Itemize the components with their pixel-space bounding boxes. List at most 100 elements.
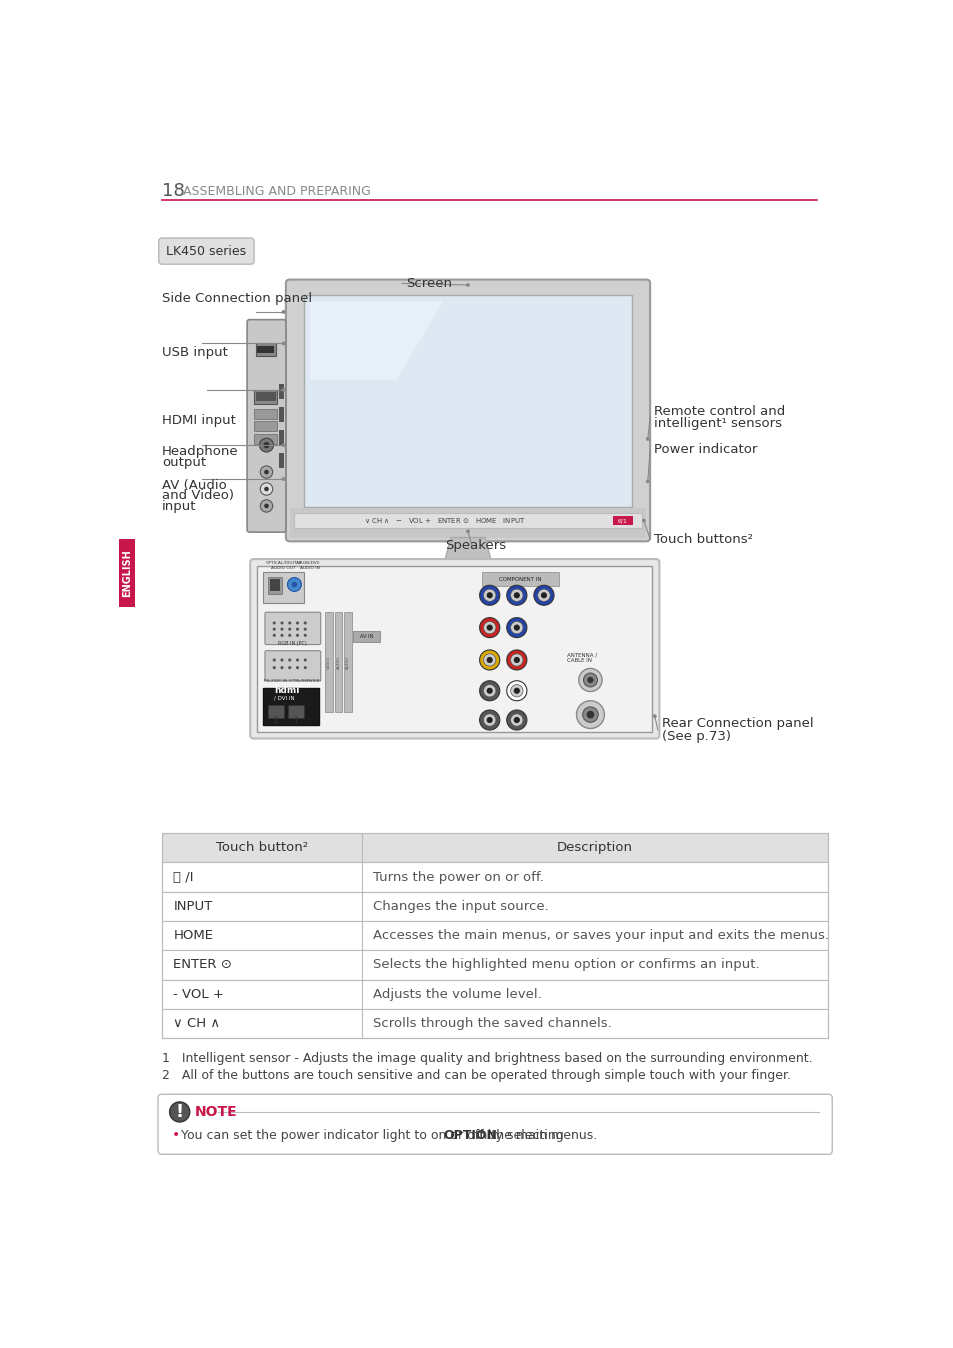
Circle shape (281, 310, 285, 314)
Text: Headphone: Headphone (162, 445, 238, 458)
Circle shape (540, 592, 546, 599)
Bar (278, 430, 283, 445)
Text: 1   Intelligent sensor - Adjusts the image quality and brightness based on the s: 1 Intelligent sensor - Adjusts the image… (162, 1051, 812, 1065)
Text: !: ! (175, 1103, 184, 1122)
Circle shape (486, 656, 493, 663)
Circle shape (260, 483, 273, 495)
Text: AV (Audio: AV (Audio (162, 479, 227, 492)
Circle shape (273, 658, 275, 662)
Text: OPTICAL/DIGITAL
AUDIO OUT: OPTICAL/DIGITAL AUDIO OUT (265, 561, 301, 570)
Circle shape (513, 656, 519, 663)
Circle shape (170, 1101, 190, 1122)
Text: COMPONENT IN: COMPONENT IN (499, 577, 541, 581)
Circle shape (280, 628, 283, 631)
FancyBboxPatch shape (265, 612, 320, 644)
Bar (257, 566, 652, 732)
Circle shape (273, 628, 275, 631)
Bar (612, 516, 633, 526)
Circle shape (486, 624, 493, 631)
Circle shape (264, 487, 269, 491)
Text: 1: 1 (294, 716, 298, 725)
Circle shape (295, 634, 298, 636)
Bar (294, 512, 641, 528)
Circle shape (466, 283, 470, 287)
Circle shape (510, 714, 522, 727)
Circle shape (281, 341, 285, 345)
Text: and Video): and Video) (162, 489, 233, 503)
Circle shape (288, 658, 291, 662)
Text: 18: 18 (162, 182, 185, 200)
Bar (162, 833, 827, 863)
Circle shape (295, 621, 298, 624)
Text: Accesses the main menus, or saves your input and exits the menus.: Accesses the main menus, or saves your i… (373, 929, 828, 942)
Text: Touch buttons²: Touch buttons² (654, 532, 752, 546)
Text: ENGLISH: ENGLISH (122, 549, 132, 597)
Text: ⏻ /I: ⏻ /I (173, 871, 193, 883)
Bar (162, 833, 827, 1038)
Circle shape (645, 480, 649, 483)
Bar (162, 892, 827, 921)
Circle shape (288, 628, 291, 631)
Bar (325, 612, 333, 712)
Text: in the main menus.: in the main menus. (472, 1128, 597, 1142)
Text: You can set the power indicator light to on or off by selecting: You can set the power indicator light to… (181, 1128, 567, 1142)
Bar (162, 921, 827, 950)
Circle shape (483, 589, 496, 601)
Text: RS-232C IN (CTRL/SERVICE): RS-232C IN (CTRL/SERVICE) (264, 678, 321, 682)
Circle shape (260, 466, 273, 479)
Text: Selects the highlighted menu option or confirms an input.: Selects the highlighted menu option or c… (373, 958, 760, 972)
Text: (See p.73): (See p.73) (661, 731, 730, 744)
Text: Rear Connection panel: Rear Connection panel (661, 717, 813, 731)
Circle shape (483, 714, 496, 727)
Circle shape (506, 617, 526, 638)
Circle shape (264, 469, 269, 474)
Bar (253, 408, 277, 419)
Circle shape (281, 477, 285, 481)
Circle shape (479, 585, 499, 605)
Text: Screen: Screen (406, 276, 452, 290)
Circle shape (273, 666, 275, 669)
Circle shape (645, 437, 649, 441)
Text: USB input: USB input (162, 346, 228, 359)
Circle shape (280, 634, 283, 636)
Circle shape (280, 621, 283, 624)
Circle shape (295, 666, 298, 669)
Bar (270, 580, 279, 592)
Circle shape (537, 589, 550, 601)
Text: hdmi: hdmi (274, 686, 299, 696)
Circle shape (280, 658, 283, 662)
Text: ASSEMBLING AND PREPARING: ASSEMBLING AND PREPARING (183, 185, 371, 198)
Circle shape (483, 654, 496, 666)
Circle shape (486, 687, 493, 694)
Circle shape (479, 617, 499, 638)
Circle shape (510, 589, 522, 601)
Text: HOME: HOME (173, 929, 213, 942)
Bar (278, 384, 283, 399)
Bar (253, 390, 277, 403)
Text: INPUT: INPUT (173, 900, 213, 913)
Text: input: input (162, 500, 196, 514)
Circle shape (264, 504, 269, 508)
Circle shape (295, 628, 298, 631)
Circle shape (506, 585, 526, 605)
Circle shape (281, 443, 285, 448)
Bar (263, 572, 303, 603)
Text: VIDEO: VIDEO (327, 655, 331, 669)
Text: $\vee$ CH $\wedge$   $-$   VOL +   ENTER $\odot$   HOME   INPUT: $\vee$ CH $\wedge$ $-$ VOL + ENTER $\odo… (363, 516, 525, 526)
Text: Description: Description (557, 841, 633, 855)
Text: AUDIO: AUDIO (346, 655, 350, 669)
Circle shape (486, 592, 493, 599)
Text: Turns the power on or off.: Turns the power on or off. (373, 871, 543, 883)
Text: - VOL +: - VOL + (173, 988, 224, 1000)
Circle shape (506, 681, 526, 701)
Bar (162, 980, 827, 1008)
Bar (278, 453, 283, 468)
Circle shape (582, 706, 598, 723)
Circle shape (303, 628, 307, 631)
Bar (288, 705, 303, 718)
Circle shape (281, 388, 285, 392)
Circle shape (483, 621, 496, 634)
Circle shape (578, 669, 601, 692)
Bar (268, 705, 283, 718)
Circle shape (483, 685, 496, 697)
